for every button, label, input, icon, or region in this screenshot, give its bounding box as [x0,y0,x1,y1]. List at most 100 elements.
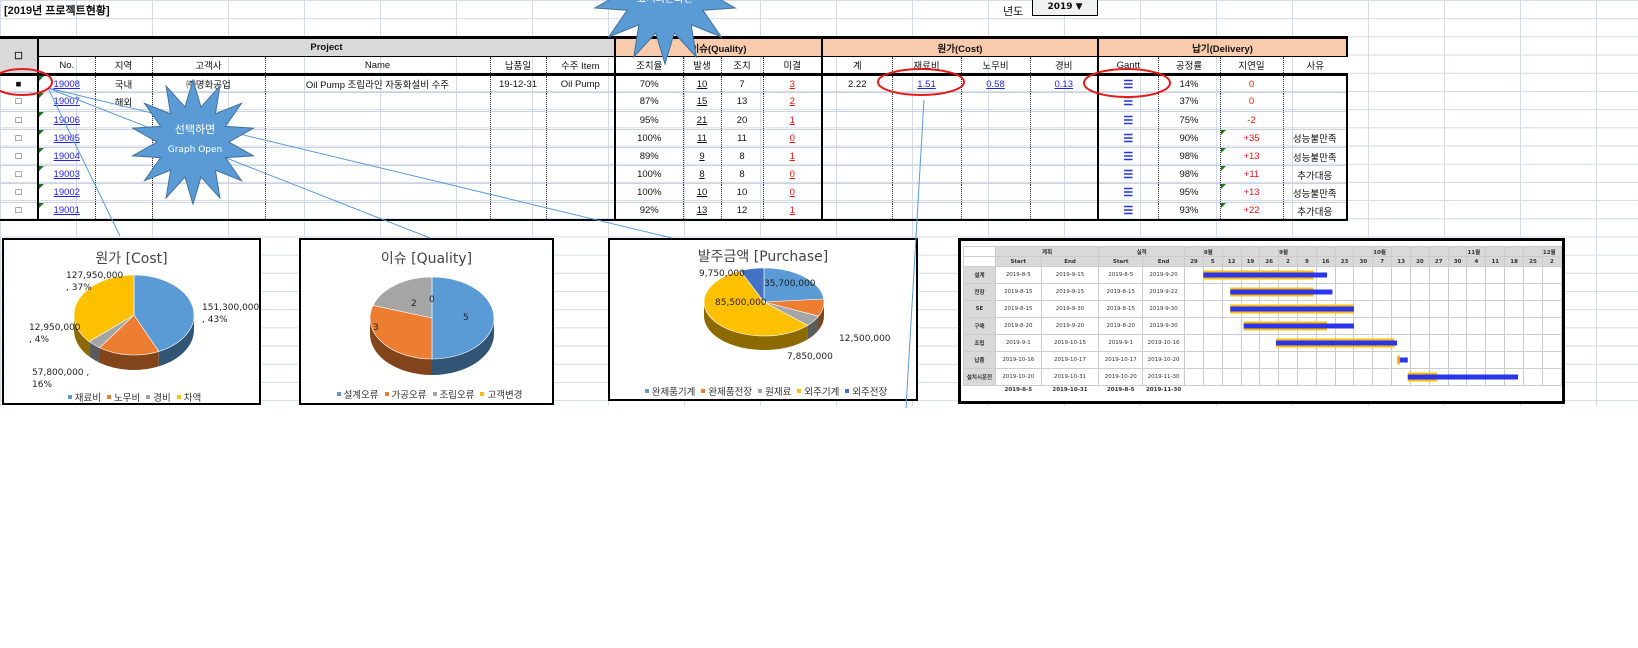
quality-chart[interactable]: 이슈 [Quality] 5 3 2 0 설계오류 가공오류 조립오류 고객변경 [299,238,554,405]
cell-open[interactable]: 0 [762,129,822,148]
row-checkbox[interactable]: □ [0,92,38,112]
column-header[interactable]: 경비 [1029,55,1098,77]
row-checkbox[interactable]: □ [0,147,38,167]
cell-gantt[interactable]: ☰ [1097,165,1158,185]
cell-no[interactable]: 19003 [37,165,95,185]
cell-occur[interactable]: 15 [682,92,721,112]
pie-slice-노무비[interactable] [98,314,160,356]
column-header[interactable]: 노무비 [960,55,1030,77]
cell-material[interactable]: 1.51 [891,74,961,94]
row-checkbox[interactable]: ■ [0,74,38,94]
cell-occur[interactable]: 10 [682,183,721,203]
legend-item[interactable]: 원재료 [752,387,791,398]
column-header[interactable]: 미결 [762,55,822,77]
legend-item[interactable]: 고객변경 [474,390,522,401]
cell-open[interactable]: 0 [762,183,822,203]
cell-gantt[interactable]: ☰ [1097,202,1158,222]
legend-item[interactable]: 경비 [140,393,171,404]
legend-item[interactable]: 외주전장 [839,387,887,398]
column-header[interactable]: 계 [821,55,892,77]
gantt-month-cell: 8월 [1202,246,1223,257]
pie-slice-재료비[interactable] [133,274,195,352]
column-header[interactable]: 지역 [94,55,152,77]
legend-item[interactable]: 재료비 [62,393,101,404]
purchase-chart[interactable]: 발주금액 [Purchase] 35,700,000 12,500,000 7,850… [608,238,918,401]
cell-no[interactable]: 19002 [37,183,95,203]
column-header[interactable]: 공정률 [1157,55,1220,77]
cell-open[interactable]: 1 [762,147,822,167]
cell-no[interactable]: 19001 [37,202,95,222]
cell-open[interactable]: 0 [762,165,822,185]
column-header[interactable]: 조치율 [614,55,683,77]
cell-occur[interactable]: 13 [682,202,721,222]
cell-no[interactable]: 19006 [37,111,95,130]
row-checkbox[interactable]: □ [0,202,38,222]
cell-occur[interactable]: 10 [682,74,721,94]
page-title: [2019년 프로젝트현황] [4,5,110,17]
cell-gantt[interactable]: ☰ [1097,74,1158,94]
gantt-month-cell [1184,246,1204,257]
cell-no[interactable]: 19008 [37,74,95,94]
column-header[interactable]: 재료비 [891,55,961,77]
column-header[interactable]: 납품일 [489,55,546,77]
gantt-week-cell [1184,334,1204,352]
select-all-checkbox[interactable]: ☐ [0,35,38,77]
pie-slice-조립오류[interactable] [372,276,433,319]
row-checkbox[interactable]: □ [0,129,38,148]
cell-occur[interactable]: 11 [682,129,721,148]
cell-open[interactable]: 2 [762,92,822,112]
pie-slice-가공오류[interactable] [369,304,433,360]
cell-text: 19004 [53,151,80,163]
pie-slice-완제품기계[interactable] [763,267,825,303]
cell-no[interactable]: 19005 [37,129,95,148]
legend-item[interactable]: 외주기계 [791,387,839,398]
legend-item[interactable]: 차액 [171,393,201,404]
legend-item[interactable]: 조립오류 [427,390,474,401]
pie-slice-차액[interactable] [73,274,135,342]
column-header[interactable]: 사유 [1282,55,1347,77]
cell-gantt[interactable]: ☰ [1097,92,1158,112]
cell-expense [1029,202,1098,222]
pie-slice-외주기계[interactable] [703,270,809,337]
cell-open[interactable]: 1 [762,111,822,130]
cell-occur[interactable]: 21 [682,111,721,130]
cell-progress: 37% [1157,92,1220,112]
legend-item[interactable]: 설계오류 [331,390,379,401]
row-checkbox[interactable]: □ [0,111,38,130]
cost-chart[interactable]: 원가 [Cost] 151,300,000 , 43% 57,800,000 , 1… [2,238,261,405]
legend-swatch-icon [176,395,181,399]
gantt-week-cell [1466,334,1487,352]
cell-gantt[interactable]: ☰ [1097,147,1158,167]
cell-gantt[interactable]: ☰ [1097,183,1158,203]
data-label: 7,850,000 [787,352,833,362]
pie-slice-설계오류[interactable] [431,276,495,360]
cell-labor[interactable]: 0.58 [960,74,1030,94]
row-checkbox[interactable]: □ [0,183,38,203]
cell-no[interactable]: 19007 [37,92,95,112]
legend-item[interactable]: 완제품기계 [639,387,695,398]
cell-gantt[interactable]: ☰ [1097,129,1158,148]
cell-expense[interactable]: 0.13 [1029,74,1098,94]
cell-open[interactable]: 3 [762,74,822,94]
cell-occur[interactable]: 8 [682,165,721,185]
legend-item[interactable]: 완제품전장 [695,387,752,398]
gantt-chart[interactable]: 계획 실적 8월 9월 10월 11월 12월 Start End Start End 29 5 12 19… [958,238,1565,404]
legend-item[interactable]: 가공오류 [379,390,427,401]
cell-open[interactable]: 1 [762,202,822,222]
column-header[interactable]: Gantt [1097,55,1158,77]
column-header[interactable]: 조치 [720,55,763,77]
legend-swatch-icon [384,392,389,396]
column-header[interactable]: 지연일 [1219,55,1283,77]
column-header[interactable]: No. [37,55,95,77]
column-header[interactable]: 고객사 [151,55,265,77]
row-checkbox[interactable]: □ [0,165,38,185]
year-select[interactable]: 2019 ▼ [1032,0,1098,16]
column-header[interactable]: Name [264,55,490,77]
column-header[interactable]: 수주 Item [545,55,615,77]
cell-no[interactable]: 19004 [37,147,95,167]
column-header[interactable]: 발생 [682,55,721,77]
legend-item[interactable]: 노무비 [101,393,140,404]
cell-gantt[interactable]: ☰ [1097,111,1158,130]
cell-occur[interactable]: 9 [682,147,721,167]
pie-slice-외주전장[interactable] [739,267,765,303]
